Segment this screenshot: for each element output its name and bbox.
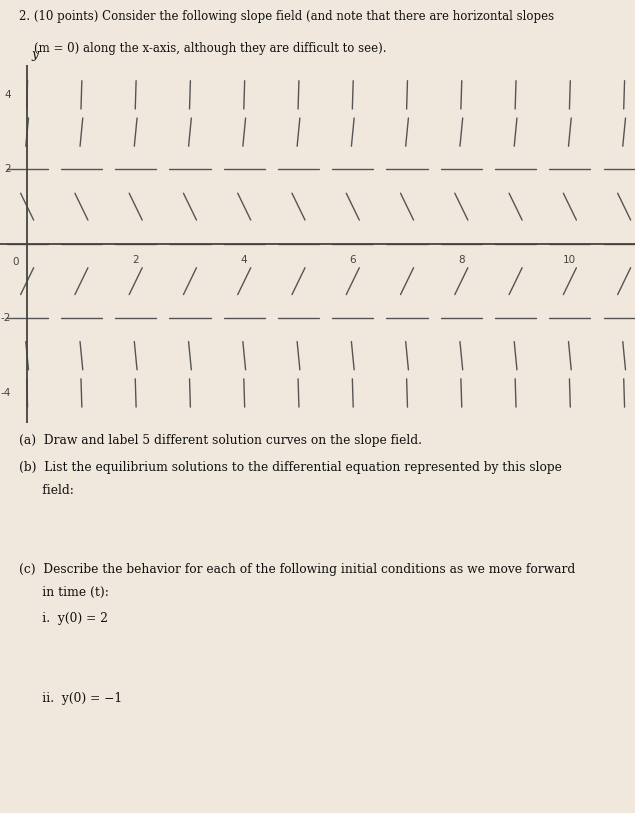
Text: i.  y(0) = 2: i. y(0) = 2 xyxy=(19,612,108,625)
Text: y: y xyxy=(32,48,39,61)
Text: 4: 4 xyxy=(241,255,248,265)
Text: ii.  y(0) = −1: ii. y(0) = −1 xyxy=(19,692,122,705)
Text: 10: 10 xyxy=(563,255,577,265)
Text: 4: 4 xyxy=(4,90,11,100)
Text: 8: 8 xyxy=(458,255,465,265)
Text: 0: 0 xyxy=(13,257,19,267)
Text: 2: 2 xyxy=(4,164,11,174)
Text: -4: -4 xyxy=(1,388,11,398)
Text: 6: 6 xyxy=(349,255,356,265)
Text: 2: 2 xyxy=(132,255,139,265)
Text: field:: field: xyxy=(19,484,74,497)
Text: -2: -2 xyxy=(1,314,11,324)
Text: in time (t):: in time (t): xyxy=(19,585,109,598)
Text: (b)  List the equilibrium solutions to the differential equation represented by : (b) List the equilibrium solutions to th… xyxy=(19,461,562,474)
Text: (m = 0) along the x-axis, although they are difficult to see).: (m = 0) along the x-axis, although they … xyxy=(19,42,387,55)
Text: 2. (10 points) Consider the following slope field (and note that there are horiz: 2. (10 points) Consider the following sl… xyxy=(19,10,554,23)
Text: (c)  Describe the behavior for each of the following initial conditions as we mo: (c) Describe the behavior for each of th… xyxy=(19,563,575,576)
Text: (a)  Draw and label 5 different solution curves on the slope field.: (a) Draw and label 5 different solution … xyxy=(19,434,422,447)
